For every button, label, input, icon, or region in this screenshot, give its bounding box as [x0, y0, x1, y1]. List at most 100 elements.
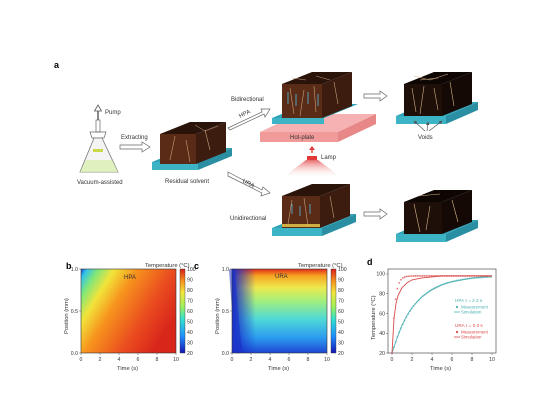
- measurement-point: [427, 275, 429, 277]
- legend-hpa-simulation: Simulation: [461, 310, 482, 315]
- x-tick-label: 10: [324, 357, 330, 363]
- unidirectional-label: Unidirectional: [230, 216, 266, 222]
- colorbar-tick-label: 30: [338, 340, 344, 346]
- y-tick-label: 100: [376, 272, 385, 278]
- panel-d-ylabel: Temperature (°C): [371, 295, 377, 340]
- x-tick-label: 6: [137, 357, 140, 363]
- hotplate-label: Hot-plate: [290, 135, 315, 141]
- x-tick-label: 6: [451, 357, 454, 363]
- y-tick-label: 20: [379, 351, 385, 357]
- arrow-to-voids: [363, 90, 388, 102]
- x-tick-label: 4: [118, 357, 121, 363]
- ura-heatmap: [229, 268, 328, 354]
- plot-d-legend: HPA τ = 2.3 s Measurement Simulation URA…: [454, 298, 489, 340]
- colorbar-tick-label: 50: [187, 319, 193, 325]
- colorbar-b-title: Temperature (°C): [145, 263, 190, 269]
- x-tick-label: 4: [431, 357, 434, 363]
- voids-block: [396, 72, 478, 124]
- colorbar-tick-label: 40: [187, 330, 193, 336]
- colorbar-tick-label: 70: [187, 298, 193, 304]
- panel-b-xticks: 0 2 4 6 8 10: [80, 353, 179, 363]
- colorbar-tick-label: 100: [338, 267, 347, 273]
- vacuum-flask-icon: [79, 119, 119, 173]
- central-block: [152, 122, 232, 170]
- legend-ura-measurement-marker: [455, 330, 459, 334]
- panel-a: a Pump Vacuum-assisted Extracting: [54, 60, 478, 242]
- measurement-point: [394, 298, 397, 301]
- pump-arrow-icon: [93, 104, 103, 120]
- pump-label: Pump: [105, 110, 121, 116]
- y-tick-label: 60: [379, 311, 385, 317]
- colorbar-tick-label: 90: [338, 277, 344, 283]
- x-tick-label: 10: [489, 357, 495, 363]
- x-tick-label: 4: [269, 357, 272, 363]
- x-tick-label: 0: [391, 357, 394, 363]
- colorbar-tick-label: 40: [338, 330, 344, 336]
- measurement-point: [414, 275, 417, 277]
- colorbar-b-ticks: 20 30 40 50 60 70 80 90 100: [187, 267, 196, 357]
- x-tick-label: 8: [156, 357, 159, 363]
- y-tick-label: 0.0: [222, 351, 229, 357]
- measurement-point: [398, 282, 401, 284]
- extracting-arrow: [119, 141, 151, 153]
- x-tick-label: 2: [99, 357, 102, 363]
- measurement-point: [419, 275, 422, 277]
- panel-d-label: d: [367, 257, 373, 267]
- x-tick-label: 8: [471, 357, 474, 363]
- colorbar-tick-label: 20: [187, 351, 193, 357]
- panel-c-xticks: 0 2 4 6 8 10: [231, 353, 330, 363]
- measurement-point: [401, 277, 404, 279]
- measurement-point: [396, 287, 399, 290]
- colorbar-tick-label: 60: [338, 309, 344, 315]
- ura-label: URA: [241, 178, 255, 189]
- measurement-point: [421, 275, 424, 277]
- y-tick-label: 1.0: [222, 267, 229, 273]
- y-tick-label: 1.0: [71, 267, 78, 273]
- measurement-point: [410, 275, 413, 277]
- panel-b-label: b: [66, 261, 72, 271]
- panel-d: d 0 2 4 6 8 10 20 40 60 80 100 Time (s) Temperatu…: [367, 257, 497, 372]
- panel-d-xticks: 0 2 4 6 8 10: [391, 353, 495, 363]
- residual-solvent-label: Residual solvent: [165, 179, 209, 185]
- ura-arrow: [227, 171, 271, 197]
- lamp-label: Lamp: [321, 155, 337, 161]
- measurement-point: [400, 278, 402, 281]
- colorbar-tick-label: 20: [338, 351, 344, 357]
- panel-c-yticks: 0.0 0.5 1.0: [222, 267, 232, 357]
- panel-c-ylabel: Position (mm): [215, 298, 221, 334]
- simulation-line: [391, 275, 492, 354]
- y-tick-label: 0.0: [71, 351, 78, 357]
- panel-c: c URA Temperature (°C) 20304050607080901…: [194, 261, 347, 372]
- colorbar-tick-label: 100: [187, 267, 196, 273]
- y-tick-label: 40: [379, 331, 385, 337]
- hpa-label: HPA: [238, 109, 251, 120]
- measurement-point: [405, 275, 408, 278]
- ura-block: [272, 184, 356, 236]
- plot-d-frame: [387, 268, 497, 354]
- colorbar-c-title: Temperature (°C): [298, 263, 343, 269]
- simulation-line: [391, 275, 493, 354]
- legend-ura-measurement: Measurement: [461, 330, 489, 335]
- ura-map-title: URA: [275, 274, 288, 280]
- voids-label: Voids: [418, 135, 433, 141]
- hpa-block: [272, 72, 358, 124]
- measurement-point: [416, 275, 419, 277]
- y-tick-label: 0.5: [222, 309, 229, 315]
- x-tick-label: 0: [231, 357, 234, 363]
- colorbar-b: [179, 268, 186, 354]
- x-tick-label: 2: [411, 357, 414, 363]
- legend-hpa-measurement: Measurement: [461, 305, 489, 310]
- legend-hpa-header: HPA τ = 2.3 s: [455, 298, 483, 303]
- colorbar-tick-label: 90: [187, 277, 193, 283]
- void-pointer-arrows: [413, 120, 443, 132]
- hpa-map-title: HPA: [124, 275, 136, 281]
- panel-d-yticks: 20 40 60 80 100: [376, 272, 388, 357]
- x-tick-label: 0: [80, 357, 83, 363]
- panel-a-label: a: [54, 60, 60, 70]
- y-tick-label: 80: [379, 292, 385, 298]
- panel-c-label: c: [194, 261, 199, 271]
- measurement-point: [403, 276, 406, 278]
- plot-d-series: [391, 275, 493, 354]
- colorbar-tick-label: 60: [187, 309, 193, 315]
- colorbar-tick-label: 80: [338, 288, 344, 294]
